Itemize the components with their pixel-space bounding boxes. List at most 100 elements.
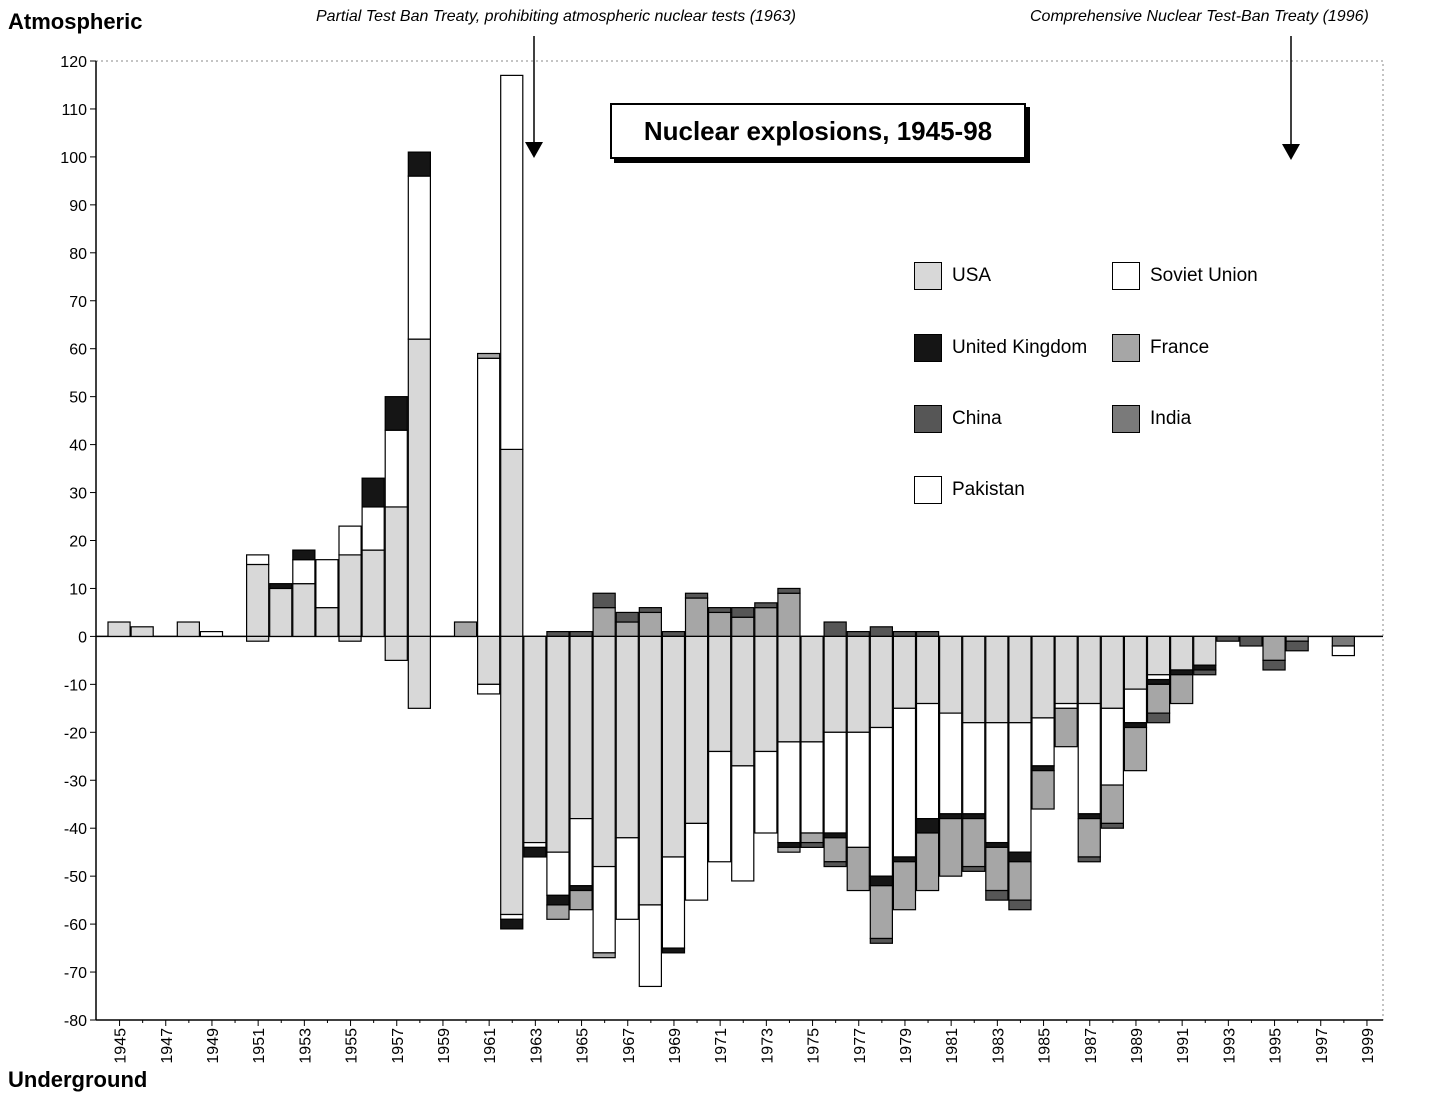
bar-underground-1976-united-kingdom	[823, 832, 847, 839]
bar-underground-1982-china	[962, 865, 986, 872]
legend-item-united-kingdom: United Kingdom	[914, 334, 1087, 362]
bar-underground-1988-soviet-union	[1100, 707, 1125, 786]
bar-underground-1983-china	[985, 889, 1009, 901]
y-tick-label: 30	[69, 486, 87, 503]
bar-underground-1977-usa	[846, 635, 870, 733]
bar-atmospheric-1967-china	[615, 611, 639, 623]
bar-underground-1998-pakistan	[1331, 645, 1356, 657]
bar-underground-1963-soviet-union	[523, 841, 547, 848]
y-tick-label: -20	[64, 725, 87, 742]
bar-underground-1974-france	[777, 846, 801, 853]
bar-atmospheric-1951-soviet-union	[246, 554, 270, 566]
bar-underground-1961-usa	[477, 635, 501, 685]
legend-swatch-soviet-union	[1112, 262, 1140, 290]
bar-atmospheric-1951-usa	[246, 563, 270, 637]
bar-underground-1987-united-kingdom	[1077, 813, 1101, 820]
x-axis: 1945 1947 1949 1951 1953 1955 1957 1959 1961 1963…	[96, 1019, 1383, 1064]
treaty-arrows	[525, 36, 1300, 160]
y-tick-label: 50	[69, 390, 87, 407]
y-tick-label: 10	[69, 581, 87, 598]
bar-underground-1976-france	[823, 837, 847, 863]
bar-underground-1968-usa	[638, 635, 662, 906]
bar-underground-1990-france	[1146, 683, 1171, 714]
bar-underground-1978-china	[869, 937, 893, 944]
bar-underground-1996-france	[1285, 635, 1309, 642]
bar-atmospheric-1972-china	[731, 607, 755, 618]
bar-underground-1985-usa	[1031, 635, 1055, 719]
y-tick-label: -10	[64, 677, 87, 694]
x-tick-label: 1987	[1083, 1028, 1100, 1064]
x-tick-label: 1961	[482, 1028, 499, 1064]
y-tick-label: 20	[69, 534, 87, 551]
legend-item-pakistan: Pakistan	[914, 476, 1025, 504]
bar-underground-1978-united-kingdom	[869, 875, 893, 887]
x-tick-label: 1977	[852, 1028, 869, 1064]
legend-label-pakistan: Pakistan	[952, 479, 1025, 500]
atmospheric-label: Atmospheric	[8, 9, 143, 34]
x-tick-label: 1999	[1360, 1028, 1377, 1064]
underground-label: Underground	[8, 1067, 148, 1092]
bar-underground-1985-soviet-union	[1031, 717, 1055, 767]
legend-label-india: India	[1150, 408, 1192, 429]
bar-atmospheric-1955-usa	[338, 554, 362, 638]
bar-underground-1994-china	[1239, 635, 1263, 647]
bar-underground-1988-china	[1100, 822, 1125, 829]
bar-atmospheric-1971-china	[707, 607, 732, 614]
bar-underground-1983-united-kingdom	[985, 841, 1009, 848]
bar-underground-1966-usa	[592, 635, 616, 868]
bar-atmospheric-1949-soviet-union	[199, 631, 224, 637]
partial-test-ban-annotation: Partial Test Ban Treaty, prohibiting atm…	[316, 8, 796, 25]
legend-item-india: India	[1112, 405, 1191, 433]
bar-underground-1991-france	[1169, 674, 1194, 705]
legend-label-united-kingdom: United Kingdom	[952, 337, 1088, 358]
legend-item-soviet-union: Soviet Union	[1112, 262, 1258, 290]
bar-underground-1964-soviet-union	[546, 851, 570, 896]
bar-underground-1962-usa	[500, 635, 524, 916]
bar-atmospheric-1974-france	[777, 592, 801, 637]
bar-atmospheric-1958-soviet-union	[407, 175, 431, 340]
bar-atmospheric-1978-china	[869, 626, 893, 637]
bar-underground-1962-united-kingdom	[500, 918, 524, 930]
legend-swatch-usa	[914, 262, 942, 290]
bar-series	[107, 74, 1356, 988]
bar-underground-1974-soviet-union	[777, 741, 801, 844]
bar-underground-1958-usa	[407, 635, 431, 709]
bar-atmospheric-1977-china	[846, 631, 870, 637]
bar-underground-1991-usa	[1169, 635, 1194, 671]
legend-label-soviet-union: Soviet Union	[1150, 265, 1258, 286]
x-tick-label: 1993	[1221, 1028, 1238, 1064]
bar-underground-1980-united-kingdom	[915, 818, 940, 834]
x-tick-label: 1989	[1129, 1028, 1146, 1064]
x-tick-label: 1997	[1314, 1028, 1331, 1064]
legend-swatch-china	[914, 405, 942, 433]
bar-underground-1979-soviet-union	[892, 707, 917, 858]
x-tick-label: 1981	[944, 1028, 961, 1064]
bar-atmospheric-1968-china	[638, 607, 662, 614]
bar-underground-1992-china	[1193, 669, 1217, 676]
bar-underground-1969-usa	[661, 635, 686, 858]
bar-underground-1965-france	[569, 889, 593, 911]
x-tick-label: 1985	[1037, 1028, 1054, 1064]
y-tick-label: -30	[64, 773, 87, 790]
y-tick-label: 80	[69, 246, 87, 263]
bar-underground-1995-france	[1262, 635, 1286, 661]
bar-underground-1982-united-kingdom	[962, 813, 986, 820]
bar-underground-1964-united-kingdom	[546, 894, 570, 906]
bar-underground-1967-usa	[615, 635, 639, 839]
bar-atmospheric-1979-china	[892, 631, 917, 637]
bar-underground-1974-usa	[777, 635, 801, 743]
bar-underground-1975-china	[800, 841, 824, 848]
bar-underground-1987-soviet-union	[1077, 702, 1101, 815]
bar-atmospheric-1948-usa	[176, 621, 201, 638]
bar-underground-1979-usa	[892, 635, 917, 709]
bar-underground-1993-china	[1216, 635, 1240, 642]
bar-underground-1977-soviet-union	[846, 731, 870, 848]
bar-underground-1965-united-kingdom	[569, 885, 593, 892]
bar-underground-1972-usa	[731, 635, 755, 767]
chart-title: Nuclear explosions, 1945-98	[643, 115, 993, 146]
bar-underground-1989-united-kingdom	[1123, 722, 1148, 729]
bar-underground-1992-usa	[1193, 635, 1217, 666]
bar-underground-1961-soviet-union	[477, 683, 501, 695]
legend-swatch-pakistan	[914, 476, 942, 504]
